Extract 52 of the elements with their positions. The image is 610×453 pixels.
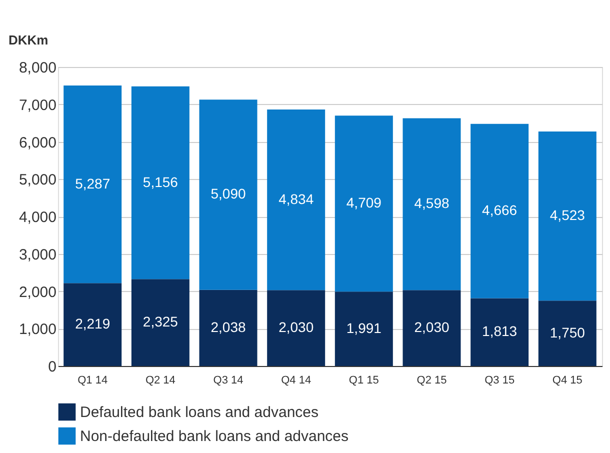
x-tick-label: Q4 15 [552,374,582,386]
x-tick-label: Q2 15 [416,374,447,386]
data-label: 2,219 [75,316,110,332]
data-label: 4,834 [278,190,314,207]
y-tick-label: 1,000 [18,321,56,338]
data-label: 4,666 [482,202,518,218]
bar [470,298,529,366]
x-tick-label: Q3 14 [213,374,244,386]
y-tick-label: 5,000 [18,172,56,189]
y-tick-label: 8,000 [18,60,56,76]
x-tick-label: Q2 14 [145,374,176,386]
data-label: 5,090 [210,186,246,202]
data-label: 5,156 [142,174,178,190]
bar [538,132,596,301]
bar [402,118,461,290]
data-label: 5,287 [75,175,110,192]
y-tick-label: 6,000 [18,134,56,152]
bar [334,292,393,366]
data-label: 4,598 [414,195,450,212]
y-tick-label: 0 [48,358,56,376]
y-tick-label: 3,000 [18,246,56,264]
bar [538,300,596,366]
x-tick-label: Q3 15 [484,374,515,386]
bar [402,290,461,366]
data-label: 2,038 [210,318,246,335]
legend-label: Non-defaulted bank loans and advances [80,428,349,445]
y-tick-label: 4,000 [18,209,56,226]
y-tick-label: 2,000 [18,284,56,301]
y-axis-title: DKKm [8,32,48,48]
bar [470,124,529,298]
data-label: 4,709 [346,194,382,211]
data-label: 2,030 [414,319,450,336]
legend-label: Defaulted bank loans and advances [80,404,319,421]
data-label: 1,750 [550,324,586,340]
data-label: 2,030 [278,319,314,336]
data-label: 4,523 [550,207,586,224]
x-tick-label: Q1 15 [348,374,379,386]
bar [64,85,122,284]
bar [131,86,190,280]
x-tick-label: Q4 14 [281,374,312,386]
bar [199,100,258,290]
bar [199,290,258,366]
bar [64,283,122,366]
data-label: 1,813 [482,323,518,340]
data-label: 2,325 [142,314,178,330]
bar [267,290,326,366]
x-tick-label: Q1 14 [78,374,108,386]
bar [267,109,326,290]
y-tick-label: 7,000 [18,96,56,114]
data-label: 1,991 [346,320,382,336]
bar [131,279,190,366]
bar [334,116,393,292]
